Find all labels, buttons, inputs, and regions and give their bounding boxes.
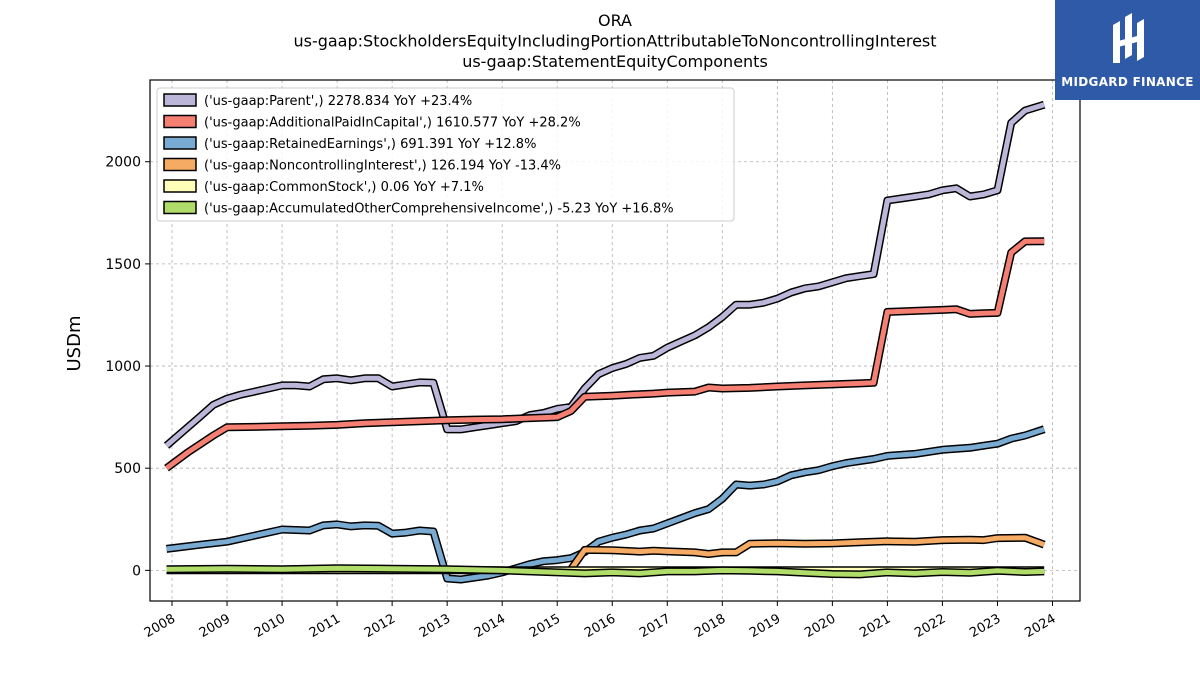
legend-entry-0: ('us-gaap:Parent',) 2278.834 YoY +23.4%: [204, 94, 472, 109]
chart-title: ORA us-gaap:StockholdersEquityIncludingPo…: [293, 11, 936, 71]
x-axis: 2008 2009 2010 2011 2012 2013 2014 2015 2016 2017…: [142, 601, 1058, 641]
y-tick-label-3: 1500: [105, 257, 141, 273]
title-line-0: ORA: [598, 11, 632, 30]
legend-box: [156, 87, 735, 222]
x-tick-label-8: 2016: [582, 611, 618, 641]
x-tick-label-3: 2011: [307, 611, 343, 641]
x-tick-label-14: 2022: [912, 611, 948, 641]
legend-swatch-1: [163, 114, 197, 129]
x-tick-label-13: 2021: [857, 611, 893, 641]
brand-logo: MIDGARD FINANCE: [1055, 0, 1200, 100]
x-tick-label-9: 2017: [637, 611, 673, 641]
series-lines: [163, 100, 1046, 584]
x-tick-label-5: 2013: [417, 611, 453, 641]
x-tick-label-11: 2019: [747, 611, 783, 641]
legend-entry-3: ('us-gaap:NoncontrollingInterest',) 126.…: [204, 159, 561, 174]
y-tick-label-0: 0: [132, 563, 141, 579]
x-tick-label-12: 2020: [802, 611, 838, 641]
y-axis-label: USDm: [64, 316, 85, 372]
legend-entry-2: ('us-gaap:RetainedEarnings',) 691.391 Yo…: [204, 137, 536, 152]
y-tick-label-4: 2000: [105, 155, 141, 171]
y-tick-label-2: 1000: [105, 359, 141, 375]
series-line-3: [568, 535, 1046, 571]
series-line-2: [166, 426, 1045, 582]
x-tick-label-15: 2023: [967, 611, 1003, 641]
legend-entry-4: ('us-gaap:CommonStock',) 0.06 YoY +7.1%: [204, 180, 484, 195]
title-line-2: us-gaap:StatementEquityComponents: [462, 52, 768, 71]
series-line-0: [164, 102, 1045, 448]
x-tick-label-0: 2008: [142, 611, 178, 641]
legend-swatch-3: [163, 157, 197, 172]
legend-swatch-4: [163, 179, 197, 193]
legend-entry-1: ('us-gaap:AdditionalPaidInCapital',) 161…: [204, 116, 581, 131]
legend-swatch-5: [163, 200, 197, 215]
series-outline-1: [164, 237, 1045, 472]
logo-mark-icon: [1112, 13, 1144, 63]
legend-swatch-0: [163, 93, 197, 107]
x-tick-label-4: 2012: [362, 611, 398, 641]
x-tick-label-7: 2015: [527, 611, 563, 641]
x-tick-label-16: 2024: [1022, 611, 1058, 641]
x-tick-label-6: 2014: [472, 611, 508, 641]
y-tick-label-1: 500: [114, 461, 141, 477]
x-tick-label-2: 2010: [252, 611, 288, 641]
x-tick-label-1: 2009: [197, 611, 233, 641]
x-tick-label-10: 2018: [692, 611, 728, 641]
title-line-1: us-gaap:StockholdersEquityIncludingPorti…: [293, 32, 936, 51]
plot-frame: [149, 79, 1081, 602]
series-line-5: [166, 565, 1045, 577]
legend: ('us-gaap:Parent',) 2278.834 YoY +23.4% (…: [156, 87, 735, 222]
series-line-1: [165, 238, 1045, 471]
brand-name: MIDGARD FINANCE: [1061, 75, 1194, 89]
legend-swatch-2: [163, 136, 197, 150]
y-axis: 0 500 1000 1500 2000: [105, 155, 150, 579]
legend-entry-5: ('us-gaap:AccumulatedOtherComprehensiveI…: [204, 202, 674, 217]
